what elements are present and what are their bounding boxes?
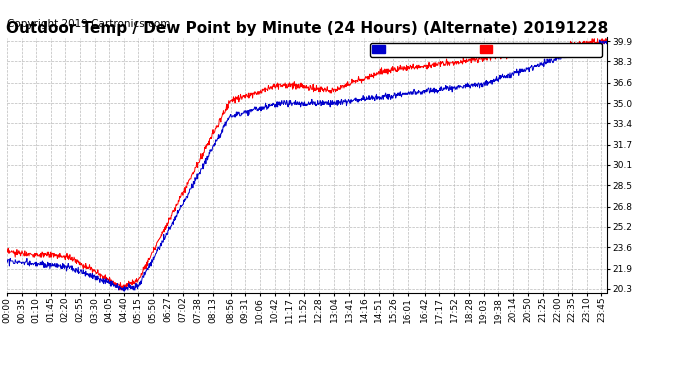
Text: Copyright 2019 Cartronics.com: Copyright 2019 Cartronics.com: [7, 19, 170, 28]
Title: Outdoor Temp / Dew Point by Minute (24 Hours) (Alternate) 20191228: Outdoor Temp / Dew Point by Minute (24 H…: [6, 21, 608, 36]
Legend: Dew Point  (°F), Temperature  (°F): Dew Point (°F), Temperature (°F): [371, 43, 602, 57]
